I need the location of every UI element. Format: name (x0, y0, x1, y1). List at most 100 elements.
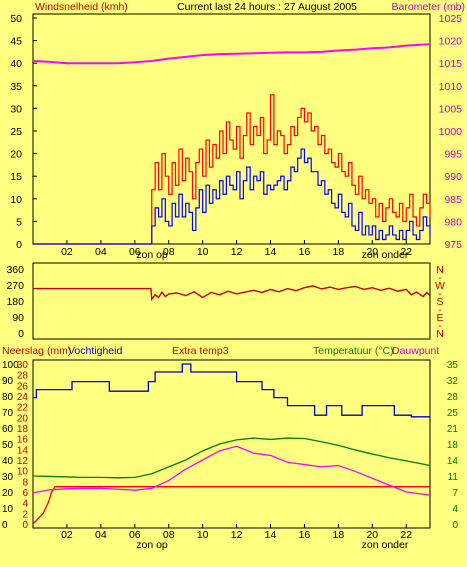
baro-y-tick-975: 975 (444, 239, 462, 251)
wind-x-tick-18: 18 (333, 246, 345, 258)
baro-y-tick-990: 990 (444, 171, 462, 183)
barometer-axis-title: Barometer (mb) (391, 1, 465, 13)
humidity-line (33, 363, 430, 418)
climate-x-tick-12: 12 (231, 529, 243, 541)
climate-x-tick-14: 14 (265, 529, 277, 541)
humidity-y-tick-30: 30 (2, 472, 14, 483)
baro-y-tick-1015: 1015 (439, 58, 463, 70)
sunrise-label: zon op (136, 249, 168, 261)
wind-x-tick-12: 12 (231, 246, 243, 258)
humidity-y-tick-60: 60 (2, 424, 14, 435)
compass-tick-E: E (436, 312, 443, 324)
rain-line (32, 486, 430, 525)
rain-y-tick-24: 24 (17, 392, 29, 403)
wind-y-tick-10: 10 (10, 194, 22, 206)
rain-y-tick-12: 12 (17, 456, 29, 467)
direction-y-tick-360: 360 (6, 264, 24, 276)
baro-y-tick-1005: 1005 (439, 103, 463, 115)
temp-y-tick-28: 28 (447, 392, 459, 403)
wind-x-tick-04: 04 (95, 246, 107, 258)
barometer-tick-labels: 975 980 985 990 995 1000 1005 1010 1015 1020 1025 (439, 13, 463, 251)
humidity-y-tick-40: 40 (2, 456, 14, 467)
wind-y-tick-35: 35 (10, 81, 22, 93)
compass-mid-tick: - (438, 304, 442, 316)
rain-y-tick-0: 0 (22, 520, 28, 531)
climate-x-tick-18: 18 (333, 529, 345, 541)
temperature-line (32, 437, 431, 479)
sunrise-label-bottom: zon op (136, 539, 168, 551)
baro-y-tick-980: 980 (444, 216, 462, 228)
climate-x-tick-labels: 02 04 06 08 10 12 14 16 18 20 22 (61, 524, 412, 541)
rain-y-tick-20: 20 (17, 413, 29, 424)
humidity-y-tick-10: 10 (2, 504, 14, 515)
wind-x-tick-08: 08 (163, 246, 175, 258)
baro-y-tick-995: 995 (444, 149, 462, 161)
barometer-line (32, 43, 431, 65)
compass-mid-tick: - (438, 288, 442, 300)
direction-degree-tick-labels: 0 90 180 270 360 (6, 264, 24, 340)
climate-x-tick-06: 06 (129, 529, 141, 541)
temp-y-tick-18: 18 (447, 440, 459, 451)
wind-x-tick-22: 22 (400, 246, 412, 258)
humidity-y-tick-0: 0 (2, 520, 8, 531)
compass-tick-N: N (436, 328, 444, 340)
rain-y-tick-8: 8 (22, 477, 28, 488)
direction-y-tick-270: 270 (6, 280, 24, 292)
humidity-axis-title: Vochtigheid (68, 345, 122, 357)
direction-y-tick-90: 90 (12, 312, 24, 324)
rain-y-tick-26: 26 (17, 381, 29, 392)
wind-x-tick-labels: 02 04 06 08 10 12 14 16 18 20 22 (61, 240, 412, 258)
climate-x-tick-10: 10 (197, 529, 209, 541)
wind-x-tick-02: 02 (61, 246, 73, 258)
temperature-axis-title: Temperatuur (°C) (313, 345, 394, 357)
extra-temp-label: Extra temp3 (172, 345, 229, 357)
baro-y-tick-1010: 1010 (439, 81, 463, 93)
rain-y-tick-2: 2 (22, 509, 28, 520)
direction-series-group (33, 285, 431, 302)
baro-y-tick-1025: 1025 (439, 13, 463, 25)
climate-series-group (32, 363, 431, 525)
climate-x-tick-08: 08 (163, 529, 175, 541)
climate-x-tick-22: 22 (400, 529, 412, 541)
rain-axis-title: Neerslag (mm) (2, 345, 71, 357)
sunset-label: zon onder (362, 249, 409, 261)
compass-mid-tick: - (438, 320, 442, 332)
temp-y-tick-32: 32 (447, 376, 459, 387)
wind-y-tick-40: 40 (10, 58, 22, 70)
humidity-y-tick-50: 50 (2, 440, 14, 451)
temp-y-tick-7: 7 (452, 488, 458, 499)
wind-x-tick-10: 10 (197, 246, 209, 258)
wind-y-tick-25: 25 (10, 126, 22, 138)
wind-x-tick-16: 16 (299, 246, 311, 258)
wind-average-line (33, 148, 431, 245)
wind-y-tick-5: 5 (16, 216, 22, 228)
humidity-y-tick-90: 90 (2, 376, 14, 387)
climate-x-tick-04: 04 (95, 529, 107, 541)
wind-x-tick-20: 20 (366, 246, 378, 258)
direction-y-tick-0: 0 (18, 328, 24, 340)
rain-y-tick-14: 14 (17, 445, 29, 456)
wind-gust-line (33, 94, 431, 245)
temp-y-tick-14: 14 (447, 456, 459, 467)
wind-series-group (32, 43, 431, 245)
wind-y-tick-15: 15 (10, 171, 22, 183)
wind-speed-tick-labels: 0 5 10 15 20 25 30 35 40 45 50 (10, 13, 37, 251)
rain-y-tick-22: 22 (17, 403, 29, 414)
baro-y-tick-1000: 1000 (439, 126, 463, 138)
compass-tick-N: N (436, 264, 444, 276)
dewpoint-axis-title: Dauwpunt (392, 345, 439, 357)
sunset-label-bottom: zon onder (362, 539, 409, 551)
climate-x-tick-20: 20 (366, 529, 378, 541)
rain-y-tick-10: 10 (17, 467, 29, 478)
direction-plot-area (32, 262, 431, 340)
climate-x-tick-16: 16 (299, 529, 311, 541)
humidity-y-tick-20: 20 (2, 488, 14, 499)
rain-y-tick-6: 6 (22, 488, 28, 499)
direction-y-tick-180: 180 (6, 296, 24, 308)
rain-y-tick-4: 4 (22, 499, 28, 510)
baro-y-tick-1020: 1020 (439, 36, 463, 48)
temperature-tick-labels: 0 4 7 11 14 18 21 25 28 32 35 (447, 360, 459, 531)
